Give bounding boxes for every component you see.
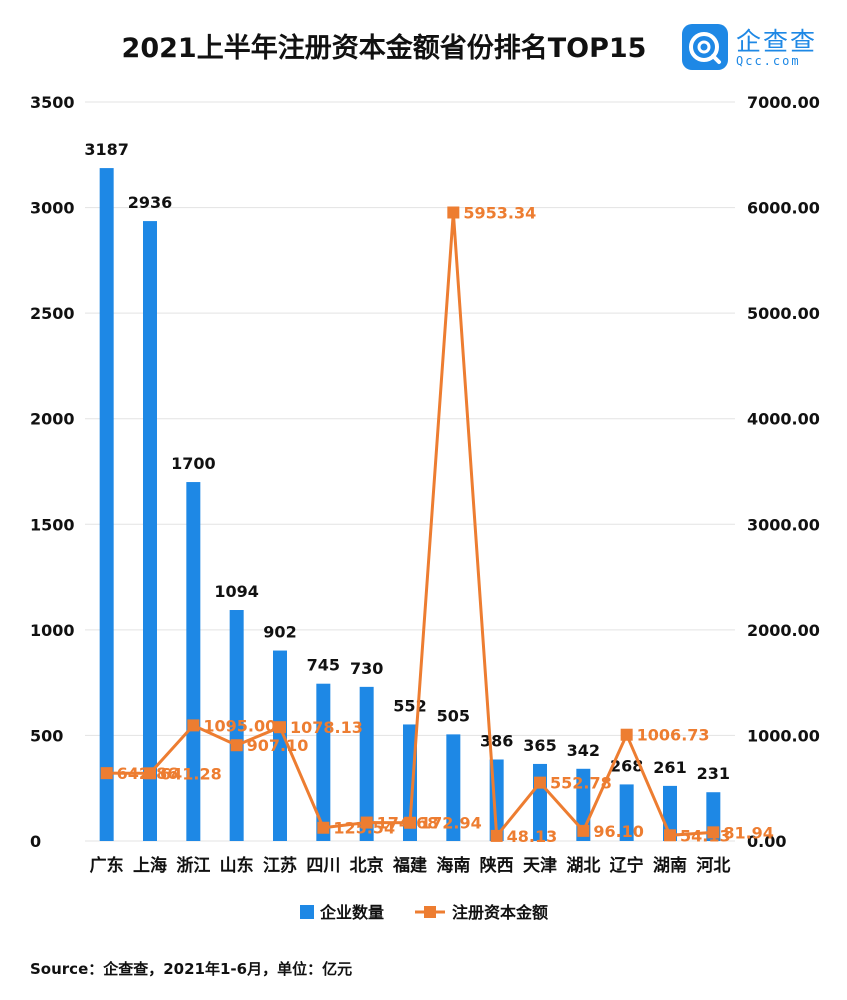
bar	[619, 784, 634, 841]
bar-value-label: 552	[393, 696, 426, 715]
y-right-tick-label: 7000.00	[747, 93, 820, 112]
x-category-label: 广东	[90, 855, 124, 876]
x-category-label: 河北	[696, 856, 730, 876]
y-right-tick-label: 3000.00	[747, 515, 820, 534]
line-point	[664, 829, 676, 842]
legend-swatch-bar	[300, 905, 314, 919]
line-value-label: 81.94	[723, 823, 774, 842]
logo-name: 企查查	[736, 27, 818, 56]
line-point	[404, 816, 416, 829]
bar	[229, 610, 244, 841]
line-point	[230, 739, 243, 752]
y-left-tick-label: 500	[30, 726, 63, 745]
y-right-tick-label: 5000.00	[747, 304, 820, 323]
legend-swatch-marker	[424, 906, 436, 918]
y-left-tick-label: 0	[30, 832, 41, 851]
bar	[143, 221, 157, 841]
line-value-label: 1095.00	[203, 716, 276, 735]
bar-value-label: 386	[480, 731, 513, 750]
line-point	[360, 816, 373, 829]
line-value-label: 1078.13	[290, 718, 363, 737]
x-category-label: 浙江	[176, 855, 210, 876]
line-point	[577, 824, 590, 837]
y-right-tick-label: 1000.00	[747, 726, 820, 745]
bar-value-label: 342	[567, 741, 600, 760]
brand-logo: 企查查 Qcc.com	[682, 20, 832, 76]
line-point	[317, 821, 330, 834]
y-left-tick-label: 3000	[30, 199, 75, 218]
chart-title: 2021上半年注册资本金额省份排名TOP15	[121, 33, 647, 64]
source-note: Source：企查查，2021年1-6月，单位：亿元	[30, 960, 353, 978]
y-right-tick-label: 6000.00	[747, 199, 820, 218]
line-point	[534, 776, 546, 789]
line-value-label: 48.13	[507, 827, 558, 846]
bar-value-label: 505	[437, 706, 470, 725]
line-point	[187, 719, 200, 732]
line-point	[100, 767, 113, 780]
x-category-label: 湖南	[653, 855, 687, 876]
bar-value-label: 1700	[171, 454, 216, 473]
bar-value-label: 231	[697, 764, 730, 783]
bar	[316, 683, 331, 841]
bar-value-label: 365	[523, 736, 556, 755]
y-left-tick-label: 1500	[30, 515, 75, 534]
bar-value-label: 1094	[214, 582, 259, 601]
x-category-label: 湖北	[566, 856, 600, 876]
x-category-label: 天津	[523, 855, 557, 876]
bar	[99, 168, 114, 841]
line-value-label: 172.94	[420, 814, 482, 833]
line-value-label: 5953.34	[463, 203, 536, 222]
line-point	[707, 826, 720, 839]
legend-label: 企业数量	[319, 903, 384, 922]
line-value-label: 1006.73	[637, 726, 710, 745]
line-point	[274, 721, 286, 734]
x-category-label: 海南	[436, 855, 470, 876]
x-category-label: 山东	[220, 855, 254, 876]
bar-value-label: 730	[350, 659, 383, 678]
x-category-label: 福建	[392, 855, 427, 876]
y-left-tick-label: 2500	[30, 304, 75, 323]
y-left-tick-label: 3500	[30, 93, 75, 112]
line-value-label: 641.28	[160, 764, 222, 783]
bar-value-label: 745	[307, 656, 340, 675]
y-right-tick-label: 2000.00	[747, 621, 820, 640]
y-right-tick-label: 4000.00	[747, 410, 820, 429]
bar-value-label: 902	[263, 623, 296, 642]
line-point	[447, 206, 460, 219]
y-right-tick-label: 0.00	[747, 832, 786, 851]
x-category-label: 四川	[306, 856, 340, 876]
line-value-label: 96.10	[593, 822, 644, 841]
bar-value-label: 261	[653, 758, 686, 777]
bar	[273, 650, 287, 841]
logo-domain: Qcc.com	[736, 54, 801, 68]
line-point	[620, 728, 633, 741]
line-point	[490, 829, 503, 842]
bar-value-label: 2936	[128, 193, 173, 212]
y-left-tick-label: 2000	[30, 410, 75, 429]
x-category-label: 陕西	[480, 855, 514, 876]
logo-icon	[682, 24, 728, 70]
y-left-tick-label: 1000	[30, 621, 75, 640]
bar	[186, 482, 201, 841]
bar	[446, 734, 461, 841]
line-value-label: 907.10	[247, 736, 309, 755]
bar-value-label: 268	[610, 756, 643, 775]
legend-label: 注册资本金额	[452, 903, 548, 922]
bar-value-label: 3187	[84, 140, 129, 159]
line-value-label: 552.78	[550, 774, 612, 793]
x-category-label: 江苏	[263, 855, 297, 876]
line-point	[144, 767, 156, 780]
x-category-label: 北京	[350, 855, 384, 876]
bar	[359, 686, 374, 841]
x-category-label: 上海	[133, 855, 167, 876]
x-category-label: 辽宁	[610, 855, 644, 876]
